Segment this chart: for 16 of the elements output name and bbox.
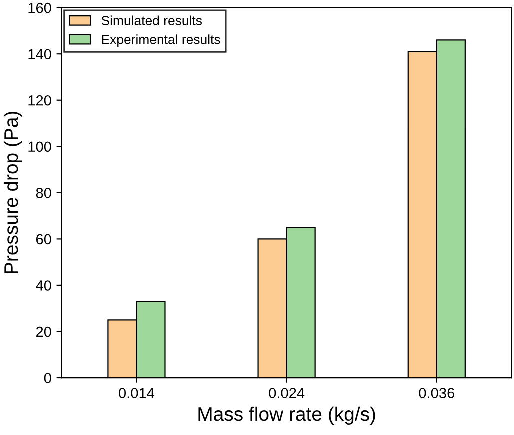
x-tick-label: 0.014 <box>119 388 155 398</box>
y-tick-label: 160 <box>28 2 52 14</box>
x-tick-label: 0.036 <box>419 388 455 398</box>
y-tick-label: 80 <box>36 188 52 198</box>
y-tick-label: 60 <box>36 234 52 245</box>
x-tick-label: 0.024 <box>269 388 305 398</box>
x-axis-title: Mass flow rate (kg/s) <box>198 406 376 426</box>
y-tick-label: 0 <box>44 373 52 384</box>
y-tick-label: 120 <box>28 95 52 106</box>
legend-label: Experimental results <box>102 34 220 47</box>
y-tick-label: 140 <box>28 49 52 60</box>
y-axis-title: Pressure drop (Pa) <box>4 112 22 274</box>
legend-label: Simulated results <box>102 16 202 26</box>
y-tick-label: 40 <box>36 280 52 291</box>
y-tick-label: 100 <box>28 142 52 152</box>
y-tick-label: 20 <box>36 326 52 338</box>
